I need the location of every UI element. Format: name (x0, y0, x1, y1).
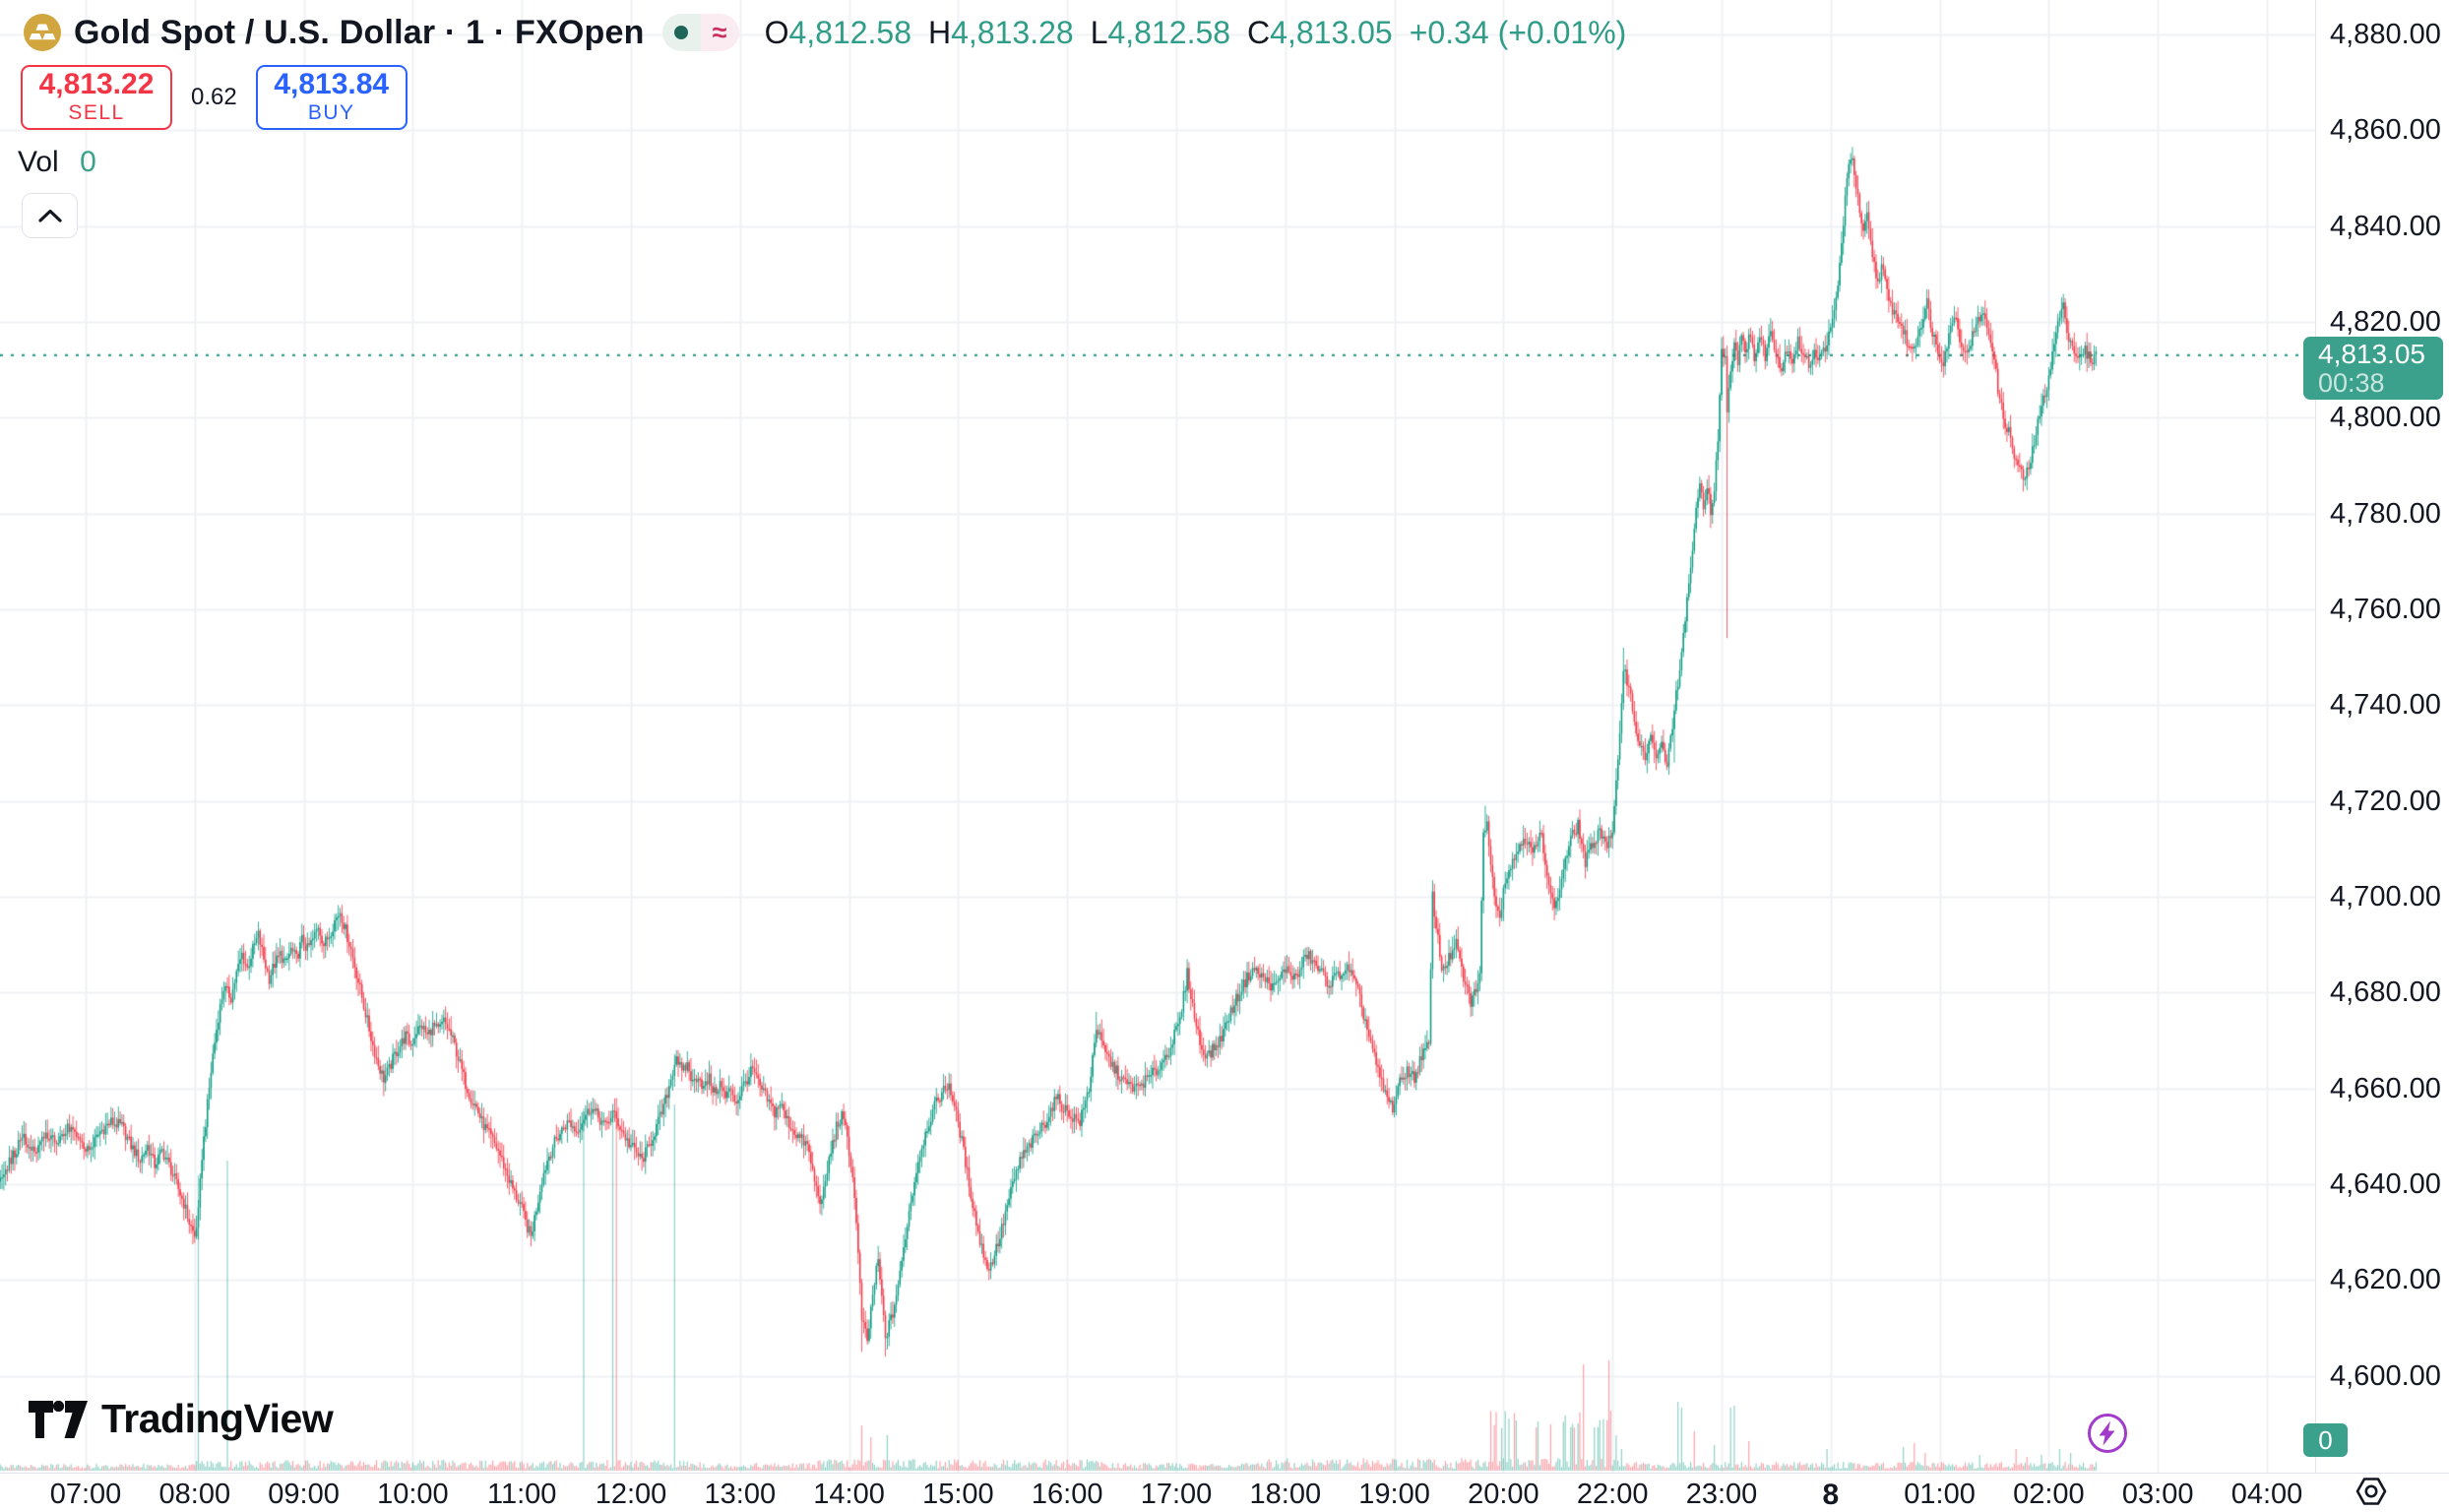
buy-price: 4,813.84 (274, 68, 390, 100)
price-tick-label: 4,700.00 (2330, 880, 2441, 913)
ohlc-readout: O4,812.58 H4,813.28 L4,812.58 C4,813.05 … (765, 15, 1627, 51)
price-tick-label: 4,820.00 (2330, 305, 2441, 338)
time-tick-label: 08:00 (158, 1479, 231, 1510)
time-tick-label: 22:00 (1576, 1479, 1649, 1510)
time-tick-label: 18:00 (1249, 1479, 1322, 1510)
time-tick-label: 04:00 (2230, 1479, 2303, 1510)
gold-commodity-icon (24, 14, 61, 51)
price-tick-label: 4,800.00 (2330, 402, 2441, 434)
time-tick-label: 13:00 (704, 1479, 777, 1510)
time-tick-label: 23:00 (1685, 1479, 1758, 1510)
symbol-title[interactable]: Gold Spot / U.S. Dollar · 1 · FXOpen (74, 13, 645, 51)
open-value: 4,812.58 (788, 14, 912, 50)
time-tick-label: 8 (1822, 1479, 1840, 1511)
price-tick-label: 4,680.00 (2330, 976, 2441, 1009)
price-tick-label: 4,840.00 (2330, 210, 2441, 242)
time-tick-label: 20:00 (1468, 1479, 1539, 1510)
price-tick-label: 4,640.00 (2330, 1167, 2441, 1200)
volume-indicator-value: 0 (80, 146, 96, 178)
volume-axis-badge: 0 (2303, 1423, 2348, 1457)
low-label: L (1090, 14, 1108, 50)
spread-value: 0.62 (191, 84, 237, 110)
time-tick-label: 11:00 (486, 1479, 557, 1510)
collapse-panel-button[interactable] (22, 193, 78, 238)
sell-price: 4,813.22 (38, 68, 155, 100)
open-label: O (764, 14, 789, 50)
chart-header: Gold Spot / U.S. Dollar · 1 · FXOpen ≈ O… (24, 10, 1626, 55)
price-tick-label: 4,600.00 (2330, 1359, 2441, 1392)
volume-indicator-label: Vol (18, 146, 59, 178)
volume-indicator-row: Vol 0 (18, 146, 96, 179)
time-tick-label: 10:00 (377, 1479, 449, 1510)
tradingview-watermark-text: TradingView (101, 1396, 334, 1441)
price-tick-label: 4,880.00 (2330, 19, 2441, 50)
time-tick-label: 12:00 (595, 1479, 667, 1510)
price-tick-label: 4,720.00 (2330, 785, 2441, 817)
buy-label: BUY (307, 101, 355, 124)
time-tick-label: 19:00 (1358, 1479, 1430, 1510)
price-tick-label: 4,660.00 (2330, 1072, 2441, 1104)
boost-button[interactable] (2086, 1412, 2129, 1460)
time-tick-label: 02:00 (2013, 1479, 2085, 1510)
close-label: C (1247, 14, 1271, 50)
time-scale[interactable]: 07:00 08:00 09:00 10:00 11:00 12:00 13:00 14:00… (0, 1473, 2449, 1512)
time-axis-settings-button[interactable] (2355, 1476, 2387, 1512)
current-price-value: 4,813.05 (2318, 338, 2425, 369)
price-scale[interactable]: 4,880.00 4,860.00 4,840.00 4,820.00 4,800.00… (2315, 0, 2449, 1473)
price-tick-label: 4,780.00 (2330, 497, 2441, 530)
time-tick-label: 16:00 (1031, 1479, 1103, 1510)
trade-panel: 4,813.22 SELL 0.62 4,813.84 BUY (21, 65, 408, 130)
gear-nut-icon (2355, 1478, 2387, 1505)
chevron-up-icon (37, 209, 62, 222)
delayed-data-icon: ≈ (700, 14, 739, 51)
price-tick-label: 4,740.00 (2330, 689, 2441, 722)
lightning-boost-icon (2088, 1414, 2127, 1453)
time-tick-label: 09:00 (268, 1479, 340, 1510)
change-value: +0.34 (+0.01%) (1409, 14, 1627, 50)
time-tick-label: 17:00 (1140, 1479, 1213, 1510)
buy-button[interactable]: 4,813.84 BUY (255, 65, 408, 130)
bar-countdown: 00:38 (2318, 367, 2385, 398)
time-tick-label: 07:00 (49, 1479, 122, 1510)
high-label: H (928, 14, 952, 50)
tradingview-logo-icon (29, 1400, 88, 1438)
tradingview-watermark[interactable]: TradingView (28, 1396, 334, 1442)
time-tick-label: 03:00 (2121, 1479, 2194, 1510)
sell-label: SELL (68, 101, 125, 124)
high-value: 4,813.28 (951, 14, 1074, 50)
time-tick-label: 01:00 (1904, 1479, 1976, 1510)
market-status-dot-icon (661, 14, 701, 51)
close-value: 4,813.05 (1270, 14, 1393, 50)
current-price-label: 4,813.05 00:38 (2303, 336, 2443, 400)
price-tick-label: 4,760.00 (2330, 593, 2441, 625)
market-status-pill[interactable]: ≈ (661, 14, 739, 51)
price-tick-label: 4,620.00 (2330, 1264, 2441, 1296)
time-tick-label: 14:00 (813, 1479, 885, 1510)
sell-button[interactable]: 4,813.22 SELL (21, 65, 172, 130)
time-tick-label: 15:00 (922, 1479, 994, 1510)
price-tick-label: 4,860.00 (2330, 114, 2441, 147)
low-value: 4,812.58 (1107, 14, 1231, 50)
